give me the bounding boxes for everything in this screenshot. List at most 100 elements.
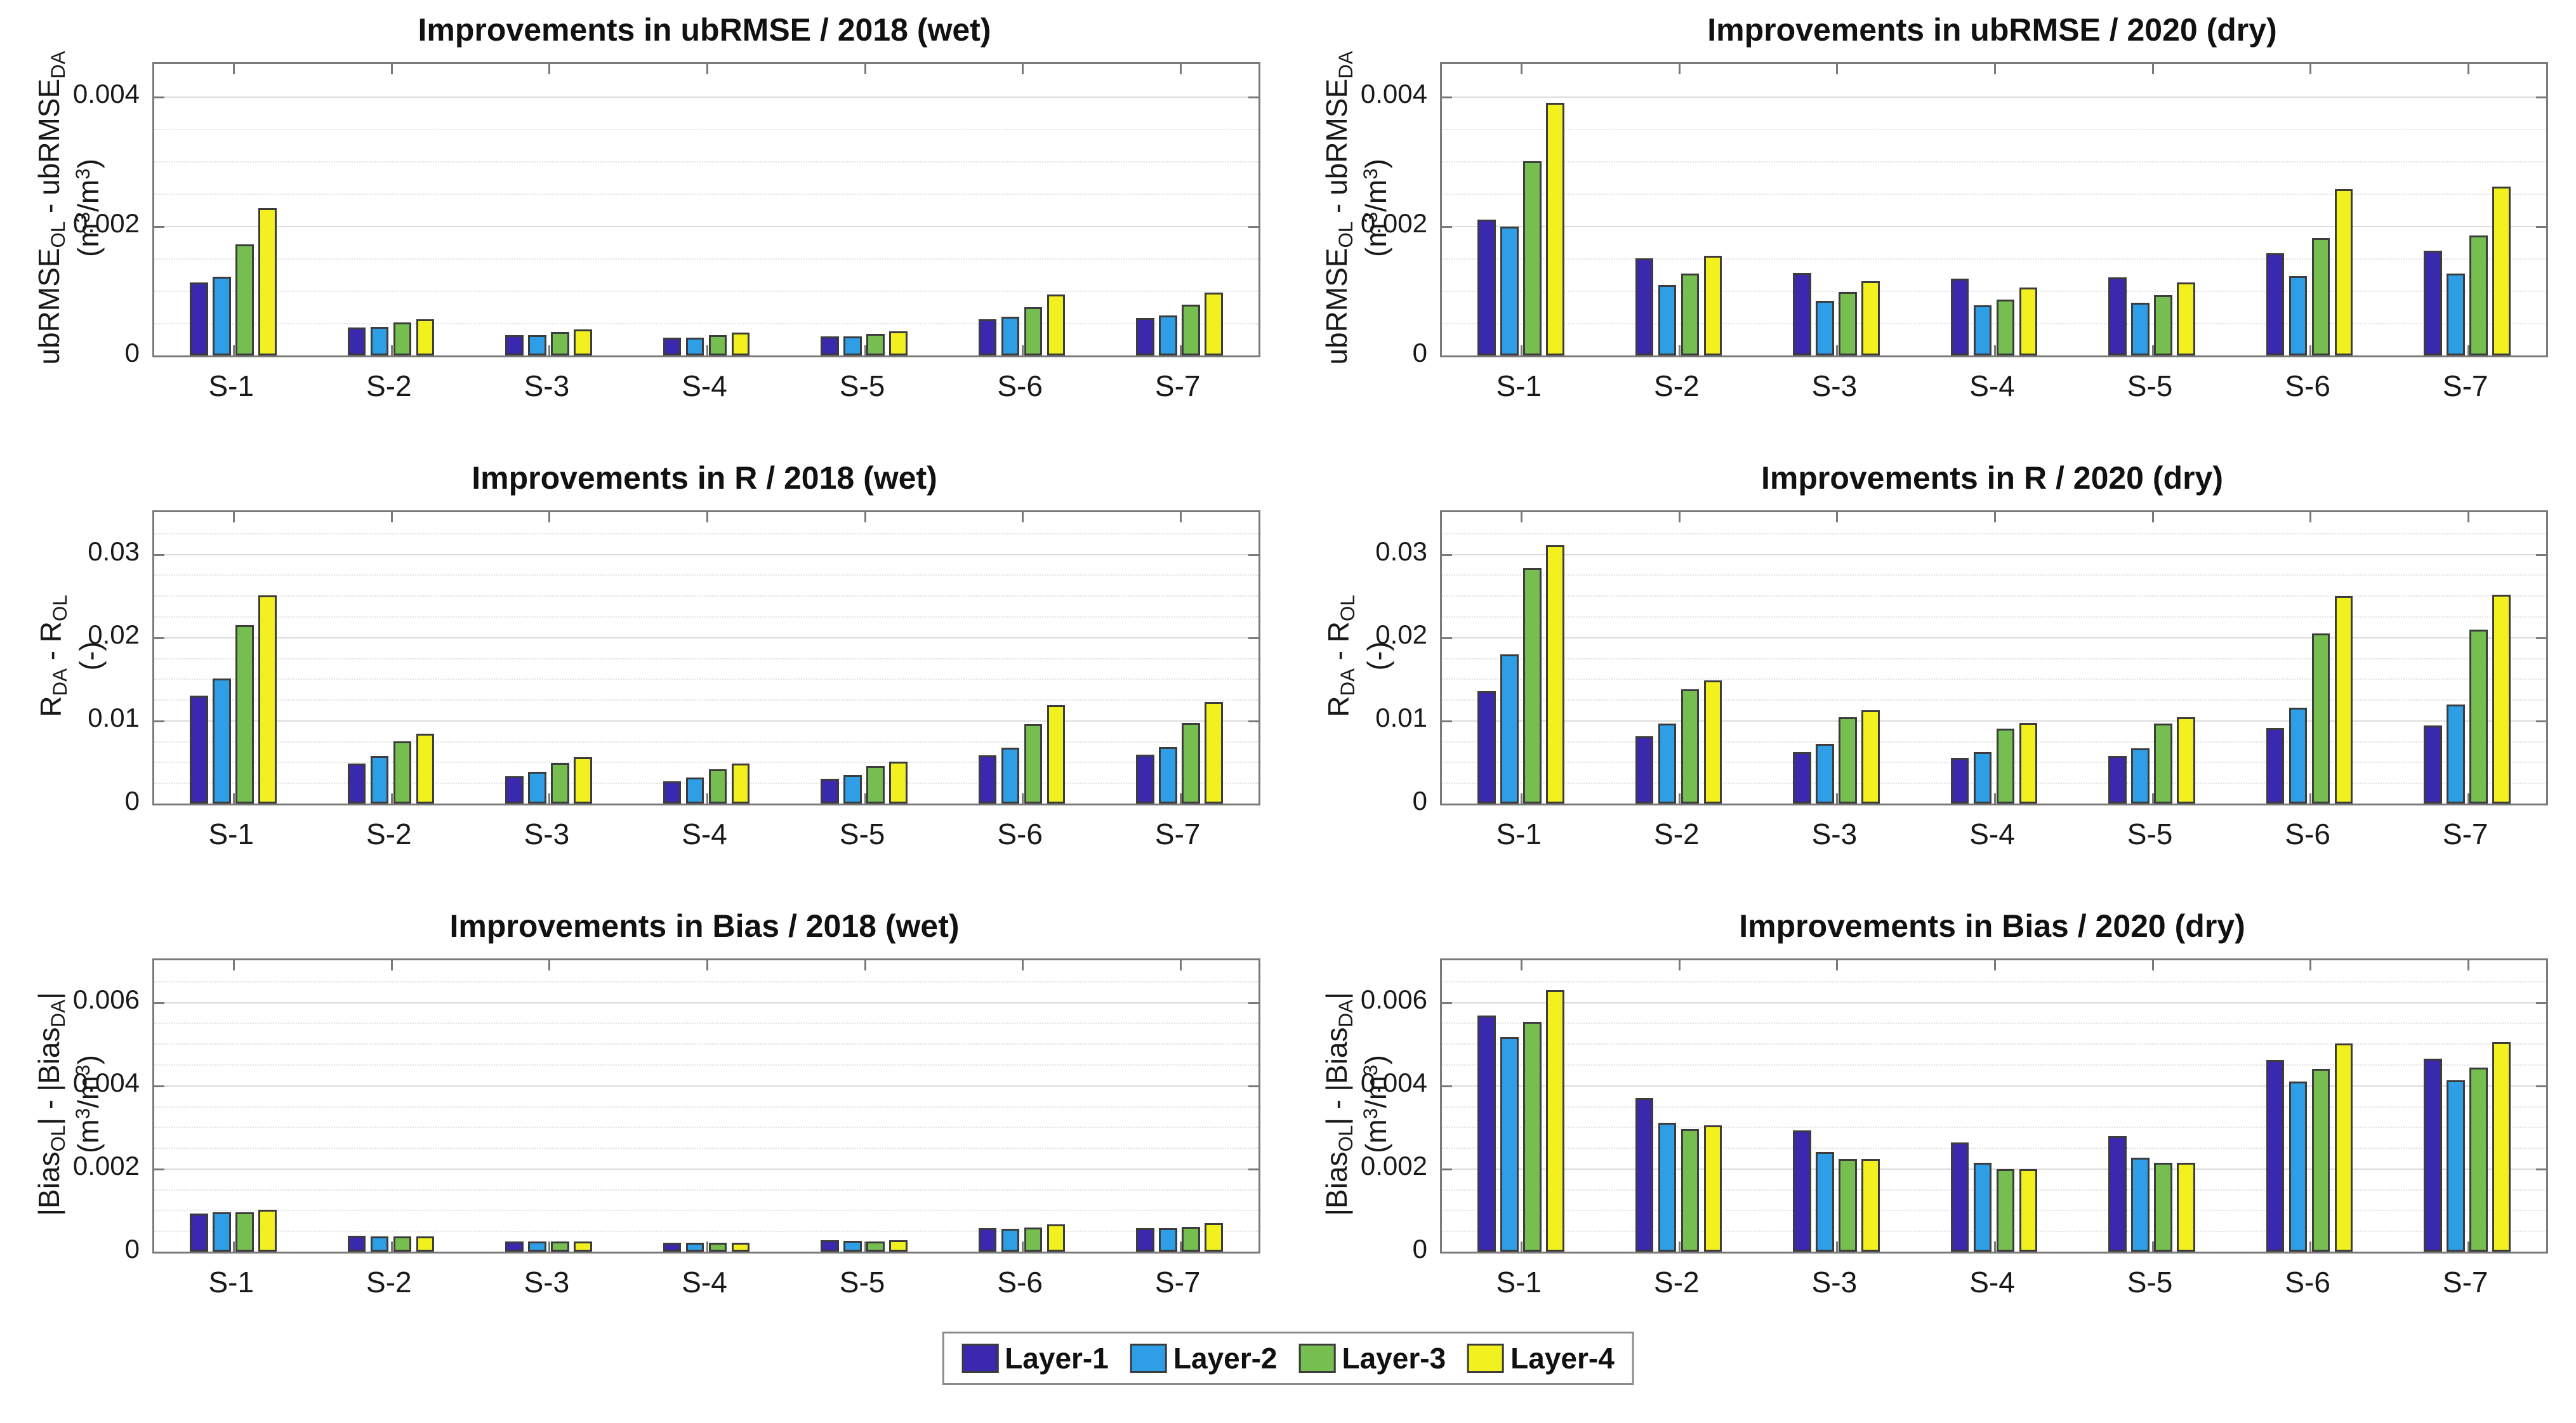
bar-s-4-layer-3 [1996, 728, 2015, 804]
bar-s-6-layer-1 [2266, 1060, 2285, 1252]
y-tick-mark [1248, 96, 1258, 98]
y-tick-mark [2536, 226, 2546, 228]
x-tick-mark [2151, 345, 2154, 355]
y-axis-label-metric: |BiasOL| - |BiasDA| [32, 992, 69, 1216]
x-tick-label: S-3 [524, 817, 570, 850]
x-tick-mark [2467, 793, 2469, 804]
x-tick-label: S-6 [997, 1266, 1043, 1299]
legend-item-layer-1: Layer-1 [961, 1341, 1109, 1375]
x-tick-mark [864, 345, 866, 355]
x-tick-mark [1179, 512, 1182, 522]
x-tick-mark [233, 345, 235, 355]
x-tick-mark [1179, 793, 1182, 804]
y-tick-mark [154, 637, 164, 639]
bar-s-4-layer-3 [708, 1243, 727, 1252]
bar-s-2-layer-2 [370, 1236, 389, 1252]
bar-s-7-layer-3 [1182, 722, 1201, 804]
x-tick-mark [2151, 64, 2154, 74]
gridline-major [1442, 96, 2546, 98]
y-tick-label: 0 [1412, 786, 1427, 816]
gridline-minor [154, 258, 1258, 260]
y-tick-label: 0.004 [72, 79, 140, 109]
x-tick-mark [2309, 1241, 2312, 1252]
bar-s-1-layer-2 [212, 678, 231, 804]
y-tick-mark [1442, 226, 1452, 228]
x-tick-label: S-4 [682, 1266, 727, 1299]
bar-s-3-layer-4 [1861, 1158, 1880, 1252]
gridline-minor [1442, 323, 2546, 324]
bar-s-7-layer-4 [2492, 594, 2511, 804]
x-tick-label: S-2 [1654, 1266, 1700, 1299]
chart-ubrmse-2018-wet: Improvements in ubRMSE / 2018 (wet) ubRM… [0, 0, 1288, 448]
bar-s-5-layer-1 [2108, 277, 2127, 355]
bar-s-4-layer-4 [731, 333, 750, 355]
bar-s-7-layer-4 [2492, 186, 2511, 355]
y-tick-label: 0.02 [1375, 619, 1427, 649]
gridline-minor [154, 1210, 1258, 1212]
y-tick-mark [1248, 553, 1258, 556]
x-tick-mark [1022, 345, 1024, 355]
x-tick-mark [1678, 793, 1681, 804]
bar-s-1-layer-2 [212, 1212, 231, 1252]
x-tick-label: S-6 [2285, 369, 2330, 402]
x-tick-label: S-5 [839, 1266, 885, 1299]
bar-s-2-layer-4 [1703, 680, 1722, 804]
bar-s-5-layer-1 [2108, 756, 2127, 804]
x-tick-mark [1678, 1241, 1681, 1252]
gridline-minor [1442, 741, 2546, 743]
y-axis-label-metric: |BiasOL| - |BiasDA| [1320, 992, 1357, 1216]
y-tick-label: 0.004 [72, 1067, 140, 1097]
x-tick-mark [2467, 64, 2469, 74]
gridline-minor [154, 741, 1258, 743]
bar-s-7-layer-1 [1136, 1228, 1154, 1252]
gridline-major [1442, 1168, 2546, 1170]
gridline-major [154, 720, 1258, 722]
x-tick-label: S-2 [366, 1266, 412, 1299]
bar-s-3-layer-2 [528, 1241, 546, 1252]
x-tick-mark [2151, 1241, 2154, 1252]
bar-s-1-layer-4 [258, 1209, 277, 1252]
y-tick-mark [1248, 226, 1258, 228]
x-tick-mark [1678, 512, 1681, 522]
bar-s-3-layer-3 [1839, 717, 1857, 804]
x-tick-mark [233, 793, 235, 804]
x-tick-mark [1179, 960, 1182, 970]
gridline-minor [1442, 658, 2546, 659]
bar-s-3-layer-2 [1816, 301, 1834, 355]
x-tick-mark [1521, 793, 1523, 804]
x-tick-mark [548, 345, 551, 355]
gridline-minor [154, 1189, 1258, 1191]
bar-s-4-layer-2 [685, 1243, 704, 1252]
y-tick-label: 0.03 [88, 536, 140, 566]
x-tick-mark [548, 960, 551, 970]
y-tick-mark [154, 720, 164, 722]
x-tick-mark [864, 960, 866, 970]
gridline-minor [1442, 981, 2546, 983]
bar-s-6-layer-3 [2311, 633, 2330, 804]
bar-s-1-layer-3 [1523, 567, 1542, 804]
bar-s-2-layer-2 [370, 756, 389, 804]
x-tick-mark [548, 64, 551, 74]
gridline-minor [1442, 1148, 2546, 1149]
bar-s-4-layer-1 [663, 781, 682, 804]
bar-s-3-layer-2 [528, 335, 546, 355]
bar-s-2-layer-3 [1681, 689, 1700, 804]
gridline-major [1442, 720, 2546, 722]
bar-s-4-layer-1 [1950, 1142, 1969, 1252]
x-tick-label: S-2 [366, 817, 412, 850]
bar-s-7-layer-4 [1205, 293, 1224, 355]
y-tick-mark [1442, 1168, 1452, 1170]
y-tick-mark [154, 226, 164, 228]
bar-s-5-layer-4 [2177, 717, 2195, 804]
gridline-minor [1442, 533, 2546, 534]
x-tick-mark [1022, 1241, 1024, 1252]
bar-s-4-layer-3 [708, 335, 727, 355]
x-tick-label: S-5 [839, 369, 885, 402]
bar-s-1-layer-3 [235, 244, 254, 355]
y-tick-mark [2536, 96, 2546, 98]
gridline-minor [1442, 1106, 2546, 1108]
bar-s-7-layer-1 [2424, 1059, 2442, 1252]
x-tick-label: S-1 [1496, 1266, 1542, 1299]
x-tick-label: S-1 [208, 1266, 254, 1299]
x-tick-mark [390, 960, 393, 970]
